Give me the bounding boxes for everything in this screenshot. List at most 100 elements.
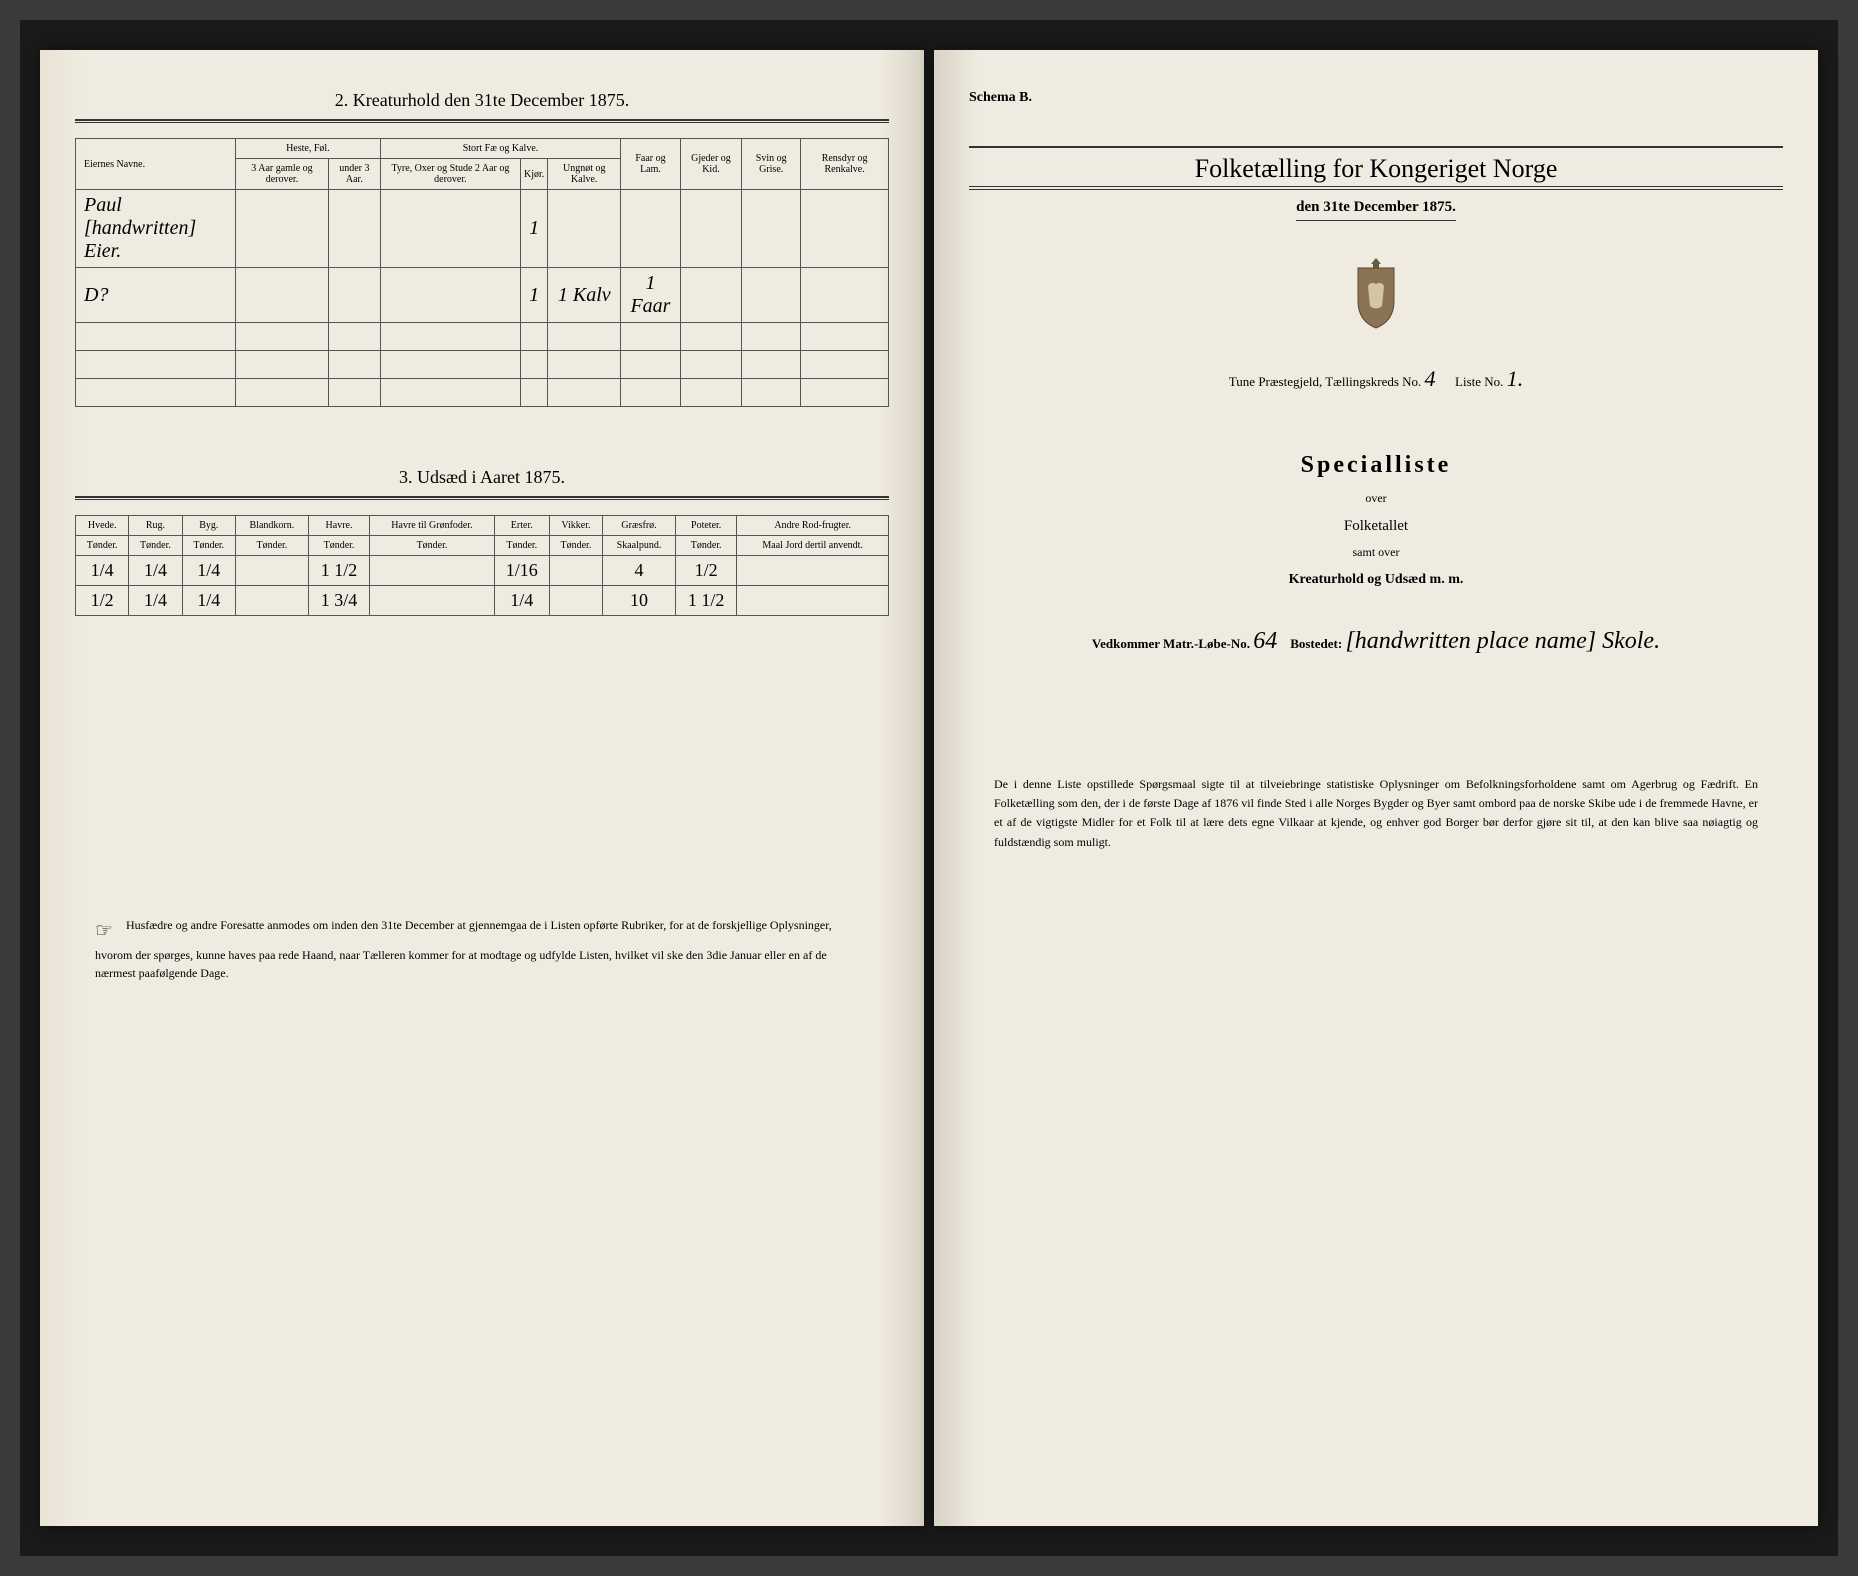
cell bbox=[737, 556, 889, 586]
folketallet-label: Folketallet bbox=[969, 518, 1783, 535]
th-stort2: Kjør. bbox=[521, 159, 548, 190]
seed-table: Hvede. Rug. Byg. Blandkorn. Havre. Havre… bbox=[75, 515, 889, 616]
parish-line: Tune Præstegjeld, Tællingskreds No. 4 Li… bbox=[969, 366, 1783, 392]
unit: Tønder. bbox=[129, 536, 182, 556]
th-eier: Eiernes Navne. bbox=[76, 139, 236, 190]
liste-no: 1. bbox=[1507, 366, 1524, 391]
th-svin: Svin og Grise. bbox=[742, 139, 801, 190]
th-heste2: under 3 Aar. bbox=[328, 159, 380, 190]
cell bbox=[549, 586, 602, 616]
cell: 1 Kalv bbox=[548, 268, 621, 323]
th: Havre til Grønfoder. bbox=[370, 516, 495, 536]
divider bbox=[75, 496, 889, 500]
th: Byg. bbox=[182, 516, 235, 536]
right-header: Folketælling for Kongeriget Norge den 31… bbox=[969, 146, 1783, 655]
vedkommer-line: Vedkommer Matr.-Løbe-No. 64 Bostedet: [h… bbox=[969, 628, 1783, 655]
section-2: 2. Kreaturhold den 31te December 1875. E… bbox=[75, 90, 889, 407]
parish-no: 4 bbox=[1425, 366, 1436, 391]
right-footnote: De i denne Liste opstillede Spørgsmaal s… bbox=[969, 775, 1783, 852]
th-stort: Stort Fæ og Kalve. bbox=[380, 139, 620, 159]
left-page: 2. Kreaturhold den 31te December 1875. E… bbox=[40, 50, 924, 1526]
cell: 1 bbox=[521, 268, 548, 323]
table-row: D? 1 1 Kalv 1 Faar bbox=[76, 268, 889, 323]
th-rensdyr: Rensdyr og Renkalve. bbox=[801, 139, 889, 190]
cell: 1/2 bbox=[76, 586, 129, 616]
cell: 1/2 bbox=[675, 556, 736, 586]
table-row: 1/4 1/4 1/4 1 1/2 1/16 4 1/2 bbox=[76, 556, 889, 586]
cell: 1 1/2 bbox=[308, 556, 369, 586]
cell: 1/4 bbox=[494, 586, 549, 616]
th: Vikker. bbox=[549, 516, 602, 536]
cell: 10 bbox=[603, 586, 676, 616]
unit: Tønder. bbox=[675, 536, 736, 556]
schema-label: Schema B. bbox=[969, 90, 1783, 106]
coat-of-arms-icon bbox=[1346, 256, 1406, 331]
cell: 1/16 bbox=[494, 556, 549, 586]
divider bbox=[75, 119, 889, 123]
table-row bbox=[76, 351, 889, 379]
document-spread: 2. Kreaturhold den 31te December 1875. E… bbox=[20, 20, 1838, 1556]
section-3: 3. Udsæd i Aaret 1875. Hvede. Rug. Byg. … bbox=[75, 467, 889, 616]
th-gjeder: Gjeder og Kid. bbox=[680, 139, 741, 190]
left-footnote: ☞ Husfædre og andre Foresatte anmodes om… bbox=[75, 916, 889, 982]
pointing-hand-icon: ☞ bbox=[95, 916, 113, 946]
cell bbox=[737, 586, 889, 616]
cell: 1/4 bbox=[129, 586, 182, 616]
th-stort1: Tyre, Oxer og Stude 2 Aar og derover. bbox=[380, 159, 520, 190]
th: Rug. bbox=[129, 516, 182, 536]
unit: Tønder. bbox=[549, 536, 602, 556]
unit: Tønder. bbox=[308, 536, 369, 556]
th-faar: Faar og Lam. bbox=[621, 139, 681, 190]
census-date: den 31te December 1875. bbox=[969, 199, 1783, 216]
th: Havre. bbox=[308, 516, 369, 536]
cell: 1/4 bbox=[76, 556, 129, 586]
table-row bbox=[76, 323, 889, 351]
samt-label: samt over bbox=[969, 545, 1783, 560]
cell: 1/4 bbox=[129, 556, 182, 586]
specialliste-title: Specialliste bbox=[969, 452, 1783, 479]
th-heste: Heste, Føl. bbox=[236, 139, 381, 159]
cell bbox=[370, 586, 495, 616]
cell: 4 bbox=[603, 556, 676, 586]
th-heste1: 3 Aar gamle og derover. bbox=[236, 159, 329, 190]
right-page: Schema B. Folketælling for Kongeriget No… bbox=[934, 50, 1818, 1526]
unit: Skaalpund. bbox=[603, 536, 676, 556]
cell bbox=[370, 556, 495, 586]
th-stort3: Ungnøt og Kalve. bbox=[548, 159, 621, 190]
footnote-text: Husfædre og andre Foresatte anmodes om i… bbox=[95, 918, 832, 980]
table-row: 1/2 1/4 1/4 1 3/4 1/4 10 1 1/2 bbox=[76, 586, 889, 616]
cell bbox=[235, 556, 308, 586]
liste-label: Liste No. bbox=[1455, 374, 1503, 389]
cell-eier: D? bbox=[76, 268, 236, 323]
section2-title: 2. Kreaturhold den 31te December 1875. bbox=[75, 90, 889, 111]
bostedet-value: [handwritten place name] Skole. bbox=[1345, 628, 1660, 654]
cell: 1 3/4 bbox=[308, 586, 369, 616]
cell bbox=[549, 556, 602, 586]
cell bbox=[235, 586, 308, 616]
bostedet-label: Bostedet: bbox=[1290, 636, 1342, 651]
over-label: over bbox=[969, 491, 1783, 506]
th: Græsfrø. bbox=[603, 516, 676, 536]
cell: 1 Faar bbox=[621, 268, 681, 323]
unit: Maal Jord dertil anvendt. bbox=[737, 536, 889, 556]
table-row: Paul [handwritten] Eier. 1 bbox=[76, 190, 889, 268]
parish-prefix: Tune bbox=[1229, 374, 1255, 389]
section3-title: 3. Udsæd i Aaret 1875. bbox=[75, 467, 889, 488]
livestock-table: Eiernes Navne. Heste, Føl. Stort Fæ og K… bbox=[75, 138, 889, 407]
unit: Tønder. bbox=[76, 536, 129, 556]
th: Erter. bbox=[494, 516, 549, 536]
cell: 1/4 bbox=[182, 586, 235, 616]
census-title: Folketælling for Kongeriget Norge bbox=[969, 146, 1783, 187]
unit: Tønder. bbox=[370, 536, 495, 556]
table-row bbox=[76, 379, 889, 407]
unit: Tønder. bbox=[235, 536, 308, 556]
cell: 1 bbox=[521, 190, 548, 268]
cell: 1 1/2 bbox=[675, 586, 736, 616]
unit: Tønder. bbox=[182, 536, 235, 556]
th: Hvede. bbox=[76, 516, 129, 536]
cell: 1/4 bbox=[182, 556, 235, 586]
parish-label: Præstegjeld, Tællingskreds No. bbox=[1258, 374, 1421, 389]
matr-no: 64 bbox=[1253, 628, 1277, 654]
unit: Tønder. bbox=[494, 536, 549, 556]
cell-eier: Paul [handwritten] Eier. bbox=[76, 190, 236, 268]
